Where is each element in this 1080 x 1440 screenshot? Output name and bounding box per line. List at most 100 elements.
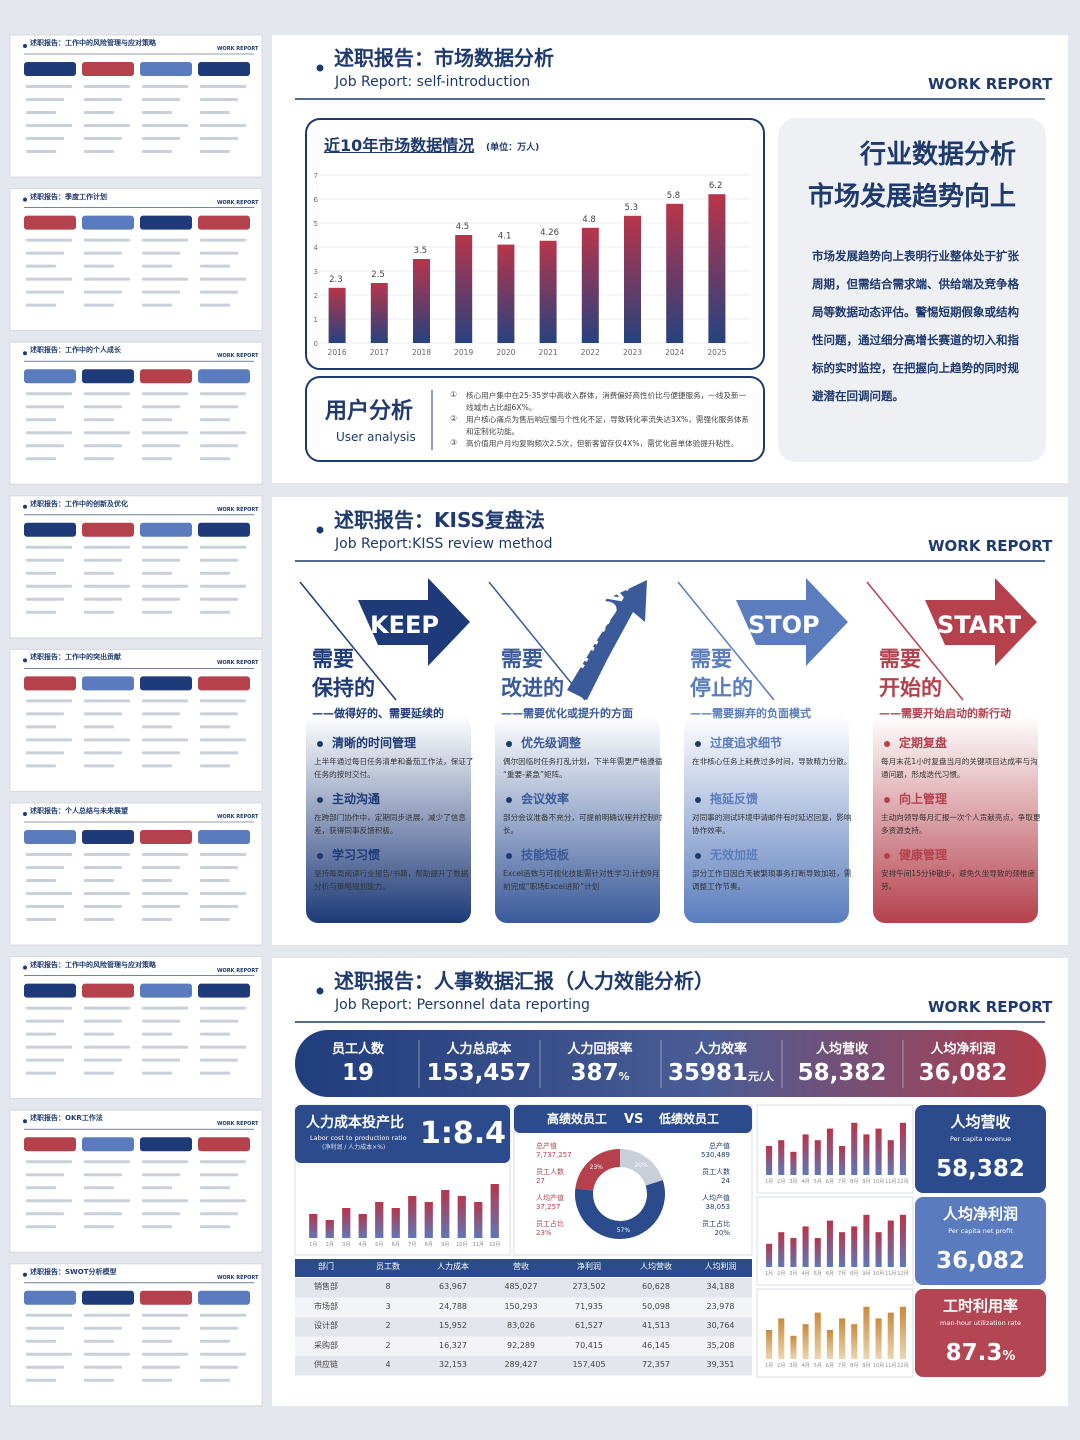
diagonal xyxy=(299,581,397,701)
thumbnail-block xyxy=(82,215,134,230)
thumbnail-line xyxy=(142,699,188,703)
thumbnail-line xyxy=(200,98,238,101)
thumbnail-line xyxy=(142,1032,172,1036)
table-row xyxy=(295,1317,752,1337)
mini-bar xyxy=(325,1220,334,1238)
y-tick-label: 4 xyxy=(314,244,319,252)
kiss-item-title: 过度追求细节 xyxy=(710,736,783,750)
mini-tick-label: 12月 xyxy=(489,1242,500,1248)
card-number: 87.3 xyxy=(945,1340,1003,1366)
ratio-header xyxy=(295,1105,510,1163)
mini-tick-label: 11月 xyxy=(885,1363,896,1369)
thumbnail-line xyxy=(200,918,230,921)
thumbnail-line xyxy=(142,1173,180,1177)
mini-tick-label: 1月 xyxy=(309,1242,317,1248)
mini-bar xyxy=(790,1238,797,1267)
bar xyxy=(370,283,388,343)
thumbnail-block xyxy=(198,1290,250,1305)
mini-bar xyxy=(826,1330,833,1359)
item-text: 高价值用户月均复购频次2.5次，但新客留存仅4X%，需优化首单体验提升粘性。 xyxy=(466,439,739,448)
thumbnail-line xyxy=(142,597,180,601)
mini-tick-label: 2月 xyxy=(777,1179,785,1185)
bar xyxy=(539,240,557,343)
kiss-item-title: 会议效率 xyxy=(521,792,570,806)
thumbnail-line xyxy=(142,918,172,921)
card-title: 人均营收 xyxy=(950,1113,1011,1131)
thumbnail-block xyxy=(24,1290,76,1305)
thumbnail-title: 述职报告：工作中的风险管理与应对策略 xyxy=(30,960,156,969)
table-cell: 16,327 xyxy=(439,1340,467,1350)
thumbnail-line xyxy=(26,264,56,268)
thumbnail-line xyxy=(200,1365,238,1369)
thumbnail-line xyxy=(84,1326,122,1330)
mini-bar xyxy=(899,1306,906,1359)
bullet xyxy=(884,853,890,859)
thumbnail-line xyxy=(200,905,238,908)
data-label: 5.8 xyxy=(667,191,681,201)
thumbnail-line xyxy=(200,584,246,588)
donut-label: 20% xyxy=(634,1162,648,1169)
thumbnail-line xyxy=(26,1019,64,1023)
kiss-item-title: 无效加班 xyxy=(710,848,759,862)
mini-tick-label: 8月 xyxy=(850,1271,858,1277)
thumbnail-line xyxy=(200,1045,246,1049)
kiss-item-text: 部分会议准备不充分，可提前明确议程并控制时长。 xyxy=(503,813,663,835)
thumbnail-line xyxy=(142,1019,180,1023)
perf-label: 员工占比 xyxy=(702,1220,730,1228)
thumbnail-line xyxy=(26,303,56,307)
thumbnail-line xyxy=(26,277,72,281)
thumbnail-line xyxy=(142,150,172,153)
mini-bar xyxy=(887,1312,894,1359)
perf-label: 总产值 xyxy=(536,1142,557,1150)
thumbnail-line xyxy=(142,111,172,114)
thumbnail-line xyxy=(200,866,238,869)
thumbnail-line xyxy=(26,1313,72,1317)
thumbnail-line xyxy=(142,98,180,101)
thumbnail xyxy=(9,648,263,792)
mini-bar xyxy=(851,1122,858,1175)
bar xyxy=(413,259,430,343)
thumbnail-line xyxy=(200,699,246,703)
perf-label: 总产值 xyxy=(709,1142,730,1150)
thumbnail-line xyxy=(84,264,114,268)
perf-value: 23% xyxy=(536,1229,552,1237)
mini-bar xyxy=(766,1243,773,1267)
thumbnail-line xyxy=(142,444,180,448)
thumbnail-line xyxy=(84,251,122,255)
mini-tick-label: 2月 xyxy=(326,1242,334,1248)
table-header: 部门 xyxy=(318,1262,334,1271)
arrow xyxy=(567,580,647,700)
thumbnail-block xyxy=(82,676,134,691)
thumbnail-line xyxy=(142,1199,188,1203)
data-label: 3.5 xyxy=(414,246,428,256)
thumbnail-line xyxy=(142,1225,172,1229)
mini-bar xyxy=(802,1324,809,1359)
thumbnail-line xyxy=(142,431,188,435)
thumbnail-line xyxy=(84,405,122,409)
thumbnail-badge: WORK REPORT xyxy=(217,660,259,667)
thumbnail-block xyxy=(140,215,192,230)
mini-bar xyxy=(802,1226,809,1267)
perf-label: 员工人数 xyxy=(536,1168,564,1176)
mini-bar xyxy=(766,1146,773,1175)
thumbnail-line xyxy=(200,1186,230,1190)
thumbnail-line xyxy=(84,150,114,153)
mini-bar xyxy=(851,1226,858,1267)
mini-bar xyxy=(778,1140,785,1175)
thumbnail-line xyxy=(200,85,246,88)
table-cell: 34,188 xyxy=(706,1282,735,1291)
mini-tick-label: 7月 xyxy=(838,1363,846,1369)
mini-bar xyxy=(814,1312,821,1359)
kpi-label: 人均营收 xyxy=(815,1042,868,1057)
thumbnail-line xyxy=(200,277,246,281)
thumbnail-line xyxy=(142,1378,172,1382)
y-tick-label: 3 xyxy=(314,268,318,276)
kiss-item-title: 拖延反馈 xyxy=(710,792,759,806)
mini-tick-label: 5月 xyxy=(814,1179,822,1185)
kpi-label: 员工人数 xyxy=(331,1042,384,1057)
thumbnail-line xyxy=(200,150,230,153)
thumbnail-line xyxy=(26,905,64,908)
bullet xyxy=(317,853,323,859)
kiss-item-text: 对同事的测试环境申请邮件有时延迟回复，影响协作效率。 xyxy=(692,813,852,835)
thumbnail-title: 述职报告：季度工作计划 xyxy=(30,192,107,201)
